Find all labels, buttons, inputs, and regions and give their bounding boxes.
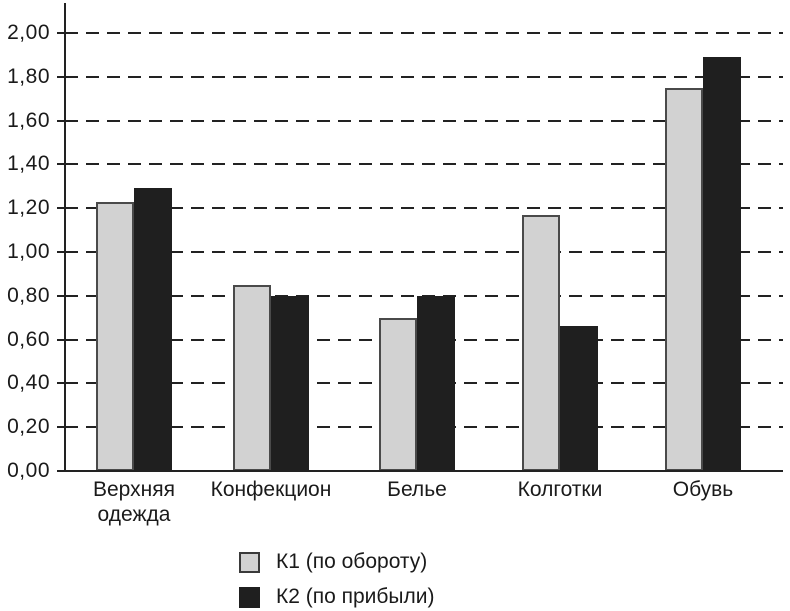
gridline [65, 75, 783, 78]
gridline [65, 207, 783, 210]
gridline [65, 32, 783, 34]
bar-k2 [271, 296, 309, 471]
bar-k1 [233, 285, 271, 471]
bar-k2 [703, 57, 741, 471]
bar-k2 [560, 326, 598, 471]
bar-k1 [96, 202, 134, 471]
bar-k1 [379, 318, 417, 471]
legend-swatch-k2 [239, 586, 260, 608]
x-axis-category-label: Обувь [672, 478, 734, 501]
y-axis-label: 0,20 [7, 415, 50, 439]
y-axis-label: 0,40 [7, 371, 50, 395]
y-axis-label: 1,60 [7, 108, 50, 132]
x-axis-category-label: Колготки [517, 478, 603, 501]
gridline [65, 294, 783, 297]
gridline [65, 163, 783, 166]
x-axis [64, 470, 783, 472]
legend-label: К1 (по обороту) [276, 550, 428, 573]
x-axis-category-label: Верхняя одежда [93, 478, 175, 526]
x-axis-category-label: Белье [387, 478, 447, 501]
legend-swatch-k1 [239, 551, 260, 573]
gridline [65, 119, 783, 122]
x-axis-category-label: Конфекцион [210, 478, 332, 501]
legend-item: К1 (по обороту) [239, 551, 435, 573]
bar-k1 [665, 88, 703, 471]
y-axis [64, 3, 66, 472]
gridline [65, 251, 783, 253]
y-axis-label: 0,80 [7, 283, 50, 307]
bar-k2 [417, 296, 455, 471]
y-axis-label: 1,80 [7, 64, 50, 88]
bar-k1 [522, 215, 560, 471]
y-axis-label: 1,20 [7, 196, 50, 220]
legend-item: К2 (по прибыли) [239, 586, 435, 608]
legend: К1 (по обороту) К2 (по прибыли) [239, 551, 435, 608]
y-axis-label: 1,00 [7, 240, 50, 263]
y-axis-label: 0,60 [7, 327, 50, 351]
y-axis-label: 0,00 [7, 459, 50, 482]
y-axis-label: 2,00 [7, 21, 50, 44]
y-axis-label: 1,40 [7, 152, 50, 176]
bar-k2 [134, 188, 172, 471]
legend-label: К2 (по прибыли) [276, 585, 435, 608]
